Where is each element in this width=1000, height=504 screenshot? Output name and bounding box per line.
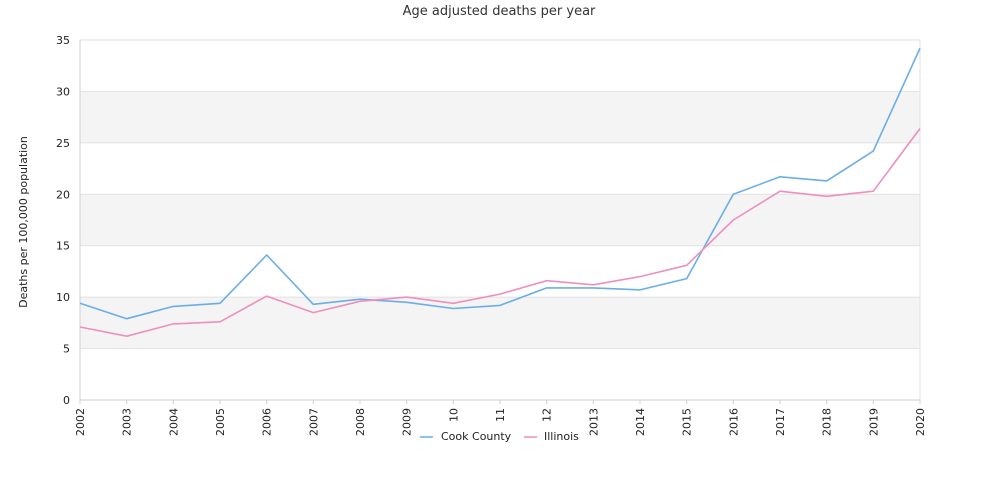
data-point[interactable] <box>171 304 176 309</box>
y-tick-label: 0 <box>63 394 70 407</box>
data-point[interactable] <box>824 178 829 183</box>
data-point[interactable] <box>451 306 456 311</box>
x-tick-label: 2017 <box>774 408 787 436</box>
data-point[interactable] <box>918 126 923 131</box>
x-tick-label: 2013 <box>587 408 600 436</box>
series-layer <box>78 46 923 339</box>
data-point[interactable] <box>498 292 503 297</box>
data-point[interactable] <box>171 321 176 326</box>
x-tick-label: 2016 <box>727 408 740 436</box>
data-point[interactable] <box>871 189 876 194</box>
grid-band <box>80 142 920 195</box>
data-point[interactable] <box>311 310 316 315</box>
x-axis-ticks: 2002 2003 2004 2005 2006 2007 2008 2009 10 11 12 20… <box>74 400 927 436</box>
data-point[interactable] <box>124 334 129 339</box>
x-tick-label: 12 <box>541 408 554 422</box>
data-point[interactable] <box>78 301 83 306</box>
x-tick-label: 2002 <box>74 408 87 436</box>
grid-band <box>80 245 920 298</box>
legend-label-cook-county[interactable]: Cook County <box>441 430 512 443</box>
data-point[interactable] <box>591 282 596 287</box>
x-tick-label: 2009 <box>401 408 414 436</box>
data-point[interactable] <box>544 278 549 283</box>
data-point[interactable] <box>404 295 409 300</box>
data-point[interactable] <box>731 192 736 197</box>
grid-band <box>80 40 920 92</box>
data-point[interactable] <box>684 276 689 281</box>
data-point[interactable] <box>778 174 783 179</box>
y-axis-ticks: 0 5 10 15 20 25 30 35 <box>56 34 70 407</box>
grid-bands <box>80 40 920 400</box>
data-point[interactable] <box>124 316 129 321</box>
grid-band <box>80 348 920 400</box>
data-point[interactable] <box>311 302 316 307</box>
data-point[interactable] <box>544 285 549 290</box>
x-tick-label: 2007 <box>307 408 320 436</box>
data-point[interactable] <box>871 149 876 154</box>
y-tick-label: 20 <box>56 188 70 201</box>
data-point[interactable] <box>264 252 269 257</box>
x-tick-label: 2008 <box>354 408 367 436</box>
grid-band <box>80 194 920 246</box>
data-point[interactable] <box>684 263 689 268</box>
x-tick-label: 2015 <box>681 408 694 436</box>
y-tick-label: 10 <box>56 291 70 304</box>
data-point[interactable] <box>264 294 269 299</box>
data-point[interactable] <box>731 218 736 223</box>
x-tick-label: 2005 <box>214 408 227 436</box>
x-tick-label: 2014 <box>634 408 647 436</box>
data-point[interactable] <box>404 300 409 305</box>
y-tick-label: 5 <box>63 343 70 356</box>
x-tick-label: 10 <box>447 408 460 422</box>
data-point[interactable] <box>918 46 923 51</box>
x-tick-label: 11 <box>494 408 507 422</box>
data-point[interactable] <box>824 194 829 199</box>
data-point[interactable] <box>358 299 363 304</box>
data-point[interactable] <box>638 274 643 279</box>
series-line-illinois[interactable] <box>79 128 921 338</box>
y-axis-label: Deaths per 100,000 population <box>17 136 30 308</box>
x-tick-label: 2019 <box>867 408 880 436</box>
grid-band <box>80 91 920 143</box>
legend: Cook County Illinois <box>420 430 579 443</box>
data-point[interactable] <box>218 301 223 306</box>
y-tick-label: 30 <box>56 85 70 98</box>
data-point[interactable] <box>451 301 456 306</box>
x-tick-label: 2020 <box>914 408 927 436</box>
y-tick-label: 35 <box>56 34 70 47</box>
series-line-cook-county[interactable] <box>79 47 921 320</box>
data-point[interactable] <box>218 319 223 324</box>
x-tick-label: 2006 <box>261 408 274 436</box>
y-tick-label: 25 <box>56 137 70 150</box>
y-tick-label: 15 <box>56 240 70 253</box>
data-point[interactable] <box>778 189 783 194</box>
x-tick-label: 2018 <box>821 408 834 436</box>
data-point[interactable] <box>78 324 83 329</box>
data-point[interactable] <box>498 303 503 308</box>
x-tick-label: 2003 <box>121 408 134 436</box>
data-point[interactable] <box>638 287 643 292</box>
chart-title: Age adjusted deaths per year <box>403 4 596 19</box>
x-tick-label: 2004 <box>167 408 180 436</box>
legend-label-illinois[interactable]: Illinois <box>544 430 579 443</box>
